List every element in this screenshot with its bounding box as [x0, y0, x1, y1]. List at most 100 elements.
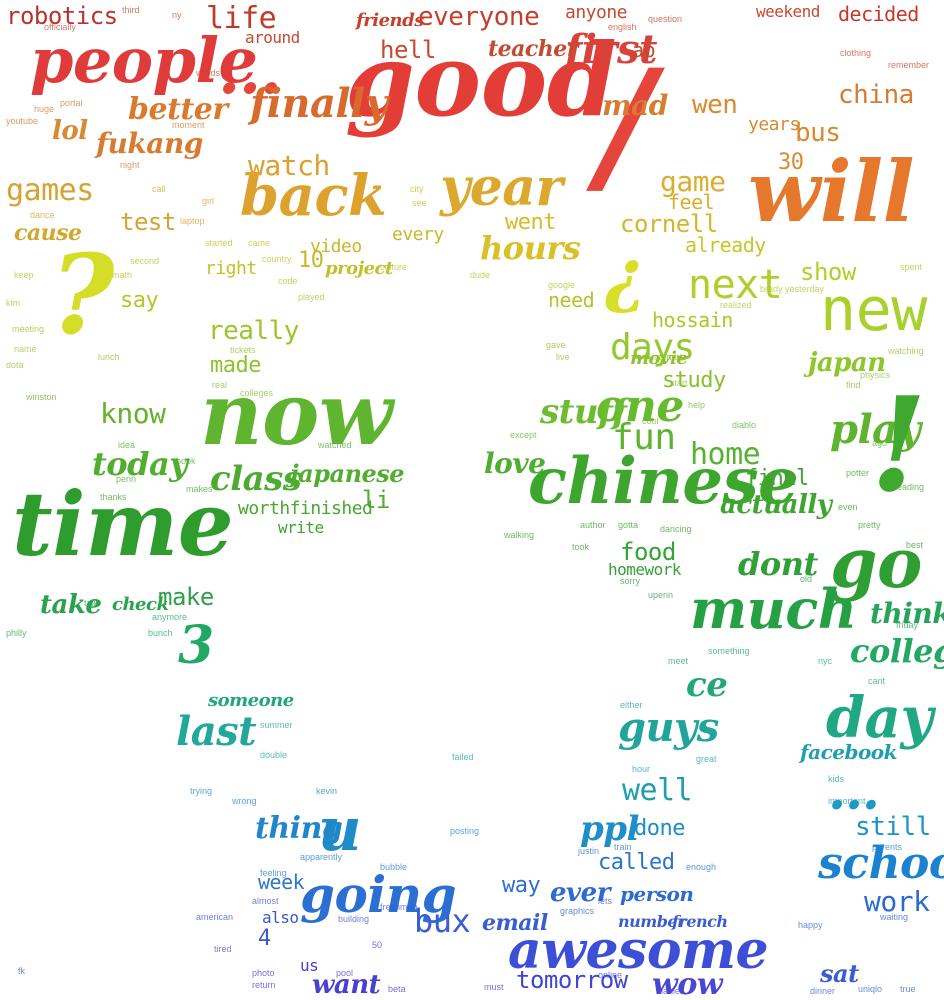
cloud-word: china — [838, 82, 914, 108]
cloud-small-word: gotta — [618, 520, 638, 530]
cloud-small-word: american — [196, 912, 233, 922]
cloud-word: fukang — [96, 130, 203, 158]
cloud-small-word: help — [688, 400, 705, 410]
cloud-small-word: call — [152, 184, 166, 194]
cloud-small-word: find — [846, 380, 861, 390]
cloud-small-word: night — [120, 160, 140, 170]
cloud-small-word: diablo — [732, 420, 756, 430]
cloud-word: 10 — [298, 250, 324, 272]
cloud-word: ce — [686, 668, 727, 702]
cloud-word: write — [278, 520, 324, 536]
cloud-small-word: either — [620, 700, 643, 710]
cloud-small-word: posting — [450, 826, 479, 836]
cloud-word: right — [205, 260, 257, 278]
cloud-word: ? — [50, 240, 114, 350]
cloud-small-word: remember — [888, 60, 929, 70]
cloud-word: test — [120, 210, 176, 234]
cloud-word: 3 — [178, 620, 214, 672]
cloud-small-word: math — [112, 270, 132, 280]
cloud-word: still — [855, 814, 931, 840]
cloud-word: say — [120, 290, 158, 312]
cloud-word: japanese — [290, 462, 404, 486]
cloud-small-word: waiting — [880, 912, 908, 922]
cloud-word: know — [100, 400, 165, 428]
cloud-word: day — [826, 690, 932, 746]
cloud-small-word: summer — [260, 720, 293, 730]
cloud-small-word: photo — [252, 968, 275, 978]
cloud-small-word: live — [556, 352, 570, 362]
cloud-word: bux — [414, 905, 470, 937]
cloud-small-word: cool — [642, 416, 659, 426]
cloud-word: last — [176, 712, 256, 752]
cloud-small-word: potter — [846, 468, 869, 478]
cloud-word: already — [685, 235, 766, 255]
cloud-small-word: must — [484, 982, 504, 992]
cloud-small-word: officially — [44, 22, 76, 32]
cloud-small-word: something — [708, 646, 750, 656]
cloud-small-word: upenn — [648, 590, 673, 600]
cloud-word: thing — [255, 814, 342, 844]
cloud-small-word: watching — [888, 346, 924, 356]
cloud-word: lol — [52, 118, 88, 144]
cloud-word: much — [690, 582, 857, 636]
cloud-small-word: daniel — [658, 986, 682, 996]
cloud-word: final — [745, 468, 809, 490]
cloud-small-word: kids — [828, 774, 844, 784]
cloud-small-word: colleges — [240, 388, 273, 398]
cloud-small-word: uniqlo — [858, 984, 882, 994]
cloud-word: wen — [692, 92, 737, 118]
cloud-small-word: came — [248, 238, 270, 248]
cloud-small-word: penn — [116, 474, 136, 484]
cloud-small-word: girl — [202, 196, 214, 206]
cloud-small-word: beta — [388, 984, 406, 994]
cloud-small-word: idea — [118, 440, 135, 450]
cloud-word: person — [620, 884, 693, 904]
cloud-word: called — [598, 852, 674, 874]
cloud-small-word: nyc — [818, 656, 832, 666]
cloud-word: year — [440, 162, 562, 214]
cloud-small-word: dancing — [660, 524, 692, 534]
cloud-word: actually — [720, 492, 831, 518]
cloud-small-word: portal — [60, 98, 83, 108]
cloud-small-word: ny — [172, 10, 182, 20]
cloud-small-word: great — [696, 754, 717, 764]
cloud-small-word: true — [900, 984, 916, 994]
cloud-word: 30 — [778, 152, 804, 174]
cloud-word: worthfinished — [238, 500, 372, 518]
cloud-small-word: name — [14, 344, 37, 354]
cloud-small-word: question — [648, 14, 682, 24]
cloud-small-word: tired — [214, 944, 232, 954]
cloud-word: college — [850, 635, 944, 667]
cloud-word: sat — [820, 962, 859, 986]
cloud-small-word: start — [670, 378, 688, 388]
cloud-small-word: third — [122, 5, 140, 15]
cloud-small-word: return — [252, 980, 276, 990]
cloud-small-word: train — [614, 842, 632, 852]
cloud-small-word: moment — [172, 120, 205, 130]
cloud-small-word: city — [410, 184, 424, 194]
cloud-word: decided — [838, 4, 919, 24]
cloud-small-word: ago — [872, 438, 887, 448]
cloud-word: facebook — [800, 742, 897, 762]
cloud-small-word: dota — [6, 360, 24, 370]
cloud-small-word: online — [598, 970, 622, 980]
cloud-small-word: english — [608, 22, 637, 32]
cloud-small-word: book — [176, 456, 196, 466]
cloud-word: / — [598, 50, 652, 200]
cloud-small-word: brady yesterday — [760, 284, 824, 294]
cloud-small-word: makes — [186, 484, 213, 494]
cloud-small-word: kim — [6, 298, 20, 308]
cloud-word: back — [240, 168, 386, 224]
cloud-small-word: dance — [30, 210, 55, 220]
cloud-small-word: pool — [336, 968, 353, 978]
cloud-word: cause — [14, 222, 82, 244]
cloud-word: guys — [618, 708, 719, 748]
cloud-small-word: culture — [380, 262, 407, 272]
cloud-small-word: old — [800, 574, 812, 584]
cloud-word: new — [820, 280, 927, 340]
cloud-word: every — [392, 226, 444, 244]
cloud-small-word: lets — [598, 896, 612, 906]
cloud-small-word: gave — [546, 340, 566, 350]
cloud-word: will — [748, 150, 914, 234]
cloud-word: way — [502, 875, 540, 897]
